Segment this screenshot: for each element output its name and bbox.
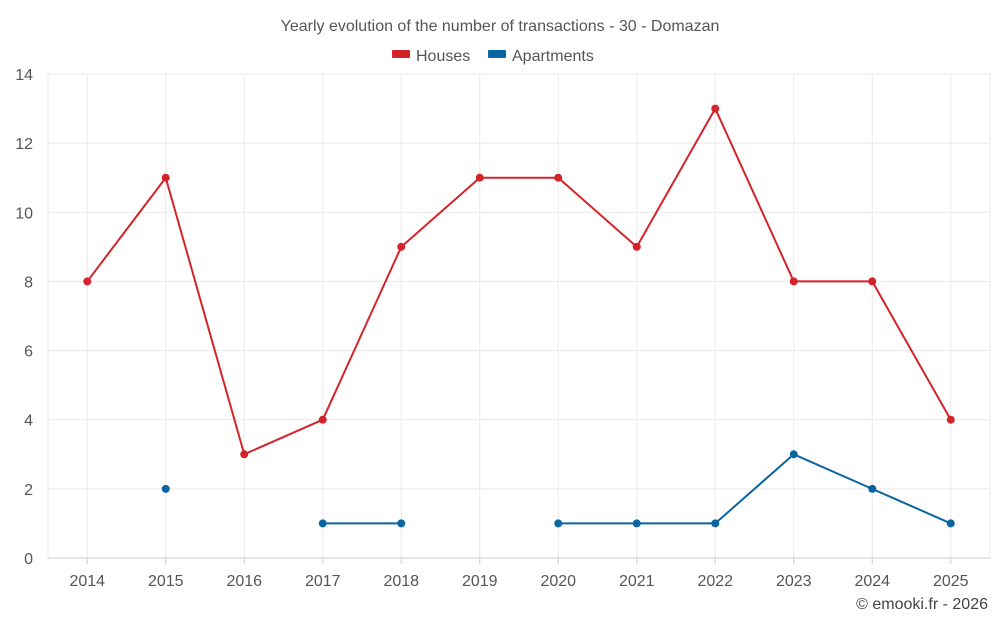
data-point-apartments[interactable] — [554, 519, 563, 528]
legend-item-houses[interactable]: Houses — [392, 48, 470, 65]
data-point-houses[interactable] — [318, 415, 327, 424]
data-point-houses[interactable] — [554, 173, 563, 182]
x-tick-label: 2021 — [619, 573, 655, 590]
data-point-apartments[interactable] — [161, 484, 170, 493]
data-point-apartments[interactable] — [789, 450, 798, 459]
data-point-apartments[interactable] — [711, 519, 720, 528]
data-point-houses[interactable] — [946, 415, 955, 424]
x-tick-label: 2020 — [540, 573, 576, 590]
axes: 0 2 4 6 8 10 12 14 2014 2015 2016 2017 2018 2019 2020 2… — [15, 67, 990, 590]
x-tick-label: 2024 — [854, 573, 890, 590]
y-tick-label: 14 — [15, 67, 33, 84]
data-point-houses[interactable] — [475, 173, 484, 182]
legend-swatch-houses — [392, 50, 410, 58]
data-point-houses[interactable] — [711, 104, 720, 113]
data-point-apartments[interactable] — [868, 484, 877, 493]
data-point-houses[interactable] — [632, 242, 641, 251]
y-tick-label: 4 — [24, 413, 33, 430]
data-point-apartments[interactable] — [946, 519, 955, 528]
y-tick-label: 12 — [15, 136, 33, 153]
x-tick-label: 2019 — [462, 573, 498, 590]
grid — [48, 73, 991, 558]
data-point-houses[interactable] — [789, 277, 798, 286]
data-point-apartments[interactable] — [318, 519, 327, 528]
data-point-houses[interactable] — [868, 277, 877, 286]
chart-title: Yearly evolution of the number of transa… — [281, 18, 720, 35]
y-tick-label: 0 — [24, 551, 33, 568]
series — [83, 104, 955, 528]
x-tick-label: 2015 — [148, 573, 184, 590]
y-tick-label: 2 — [24, 482, 33, 499]
legend-label-apartments: Apartments — [512, 48, 594, 65]
x-tick-label: 2014 — [69, 573, 105, 590]
data-point-apartments[interactable] — [397, 519, 406, 528]
legend-label-houses: Houses — [416, 48, 470, 65]
y-tick-label: 8 — [24, 274, 33, 291]
x-tick-label: 2023 — [776, 573, 812, 590]
data-point-houses[interactable] — [83, 277, 92, 286]
y-tick-label: 6 — [24, 344, 33, 361]
x-tick-label: 2018 — [383, 573, 419, 590]
credit-text: © emooki.fr - 2026 — [856, 596, 988, 613]
x-tick-label: 2025 — [933, 573, 969, 590]
x-tick-label: 2017 — [305, 573, 341, 590]
data-point-houses[interactable] — [161, 173, 170, 182]
legend-swatch-apartments — [488, 50, 506, 58]
x-tick-label: 2022 — [697, 573, 733, 590]
series-line-apartments — [558, 453, 952, 525]
y-tick-label: 10 — [15, 205, 33, 222]
legend-item-apartments[interactable]: Apartments — [488, 48, 594, 65]
series-apartments — [161, 450, 955, 528]
data-point-houses[interactable] — [397, 242, 406, 251]
x-tick-label: 2016 — [226, 573, 262, 590]
data-point-houses[interactable] — [240, 450, 249, 459]
data-point-apartments[interactable] — [632, 519, 641, 528]
legend: Houses Apartments — [392, 48, 594, 65]
series-line-houses — [86, 107, 952, 456]
series-houses — [83, 104, 955, 459]
